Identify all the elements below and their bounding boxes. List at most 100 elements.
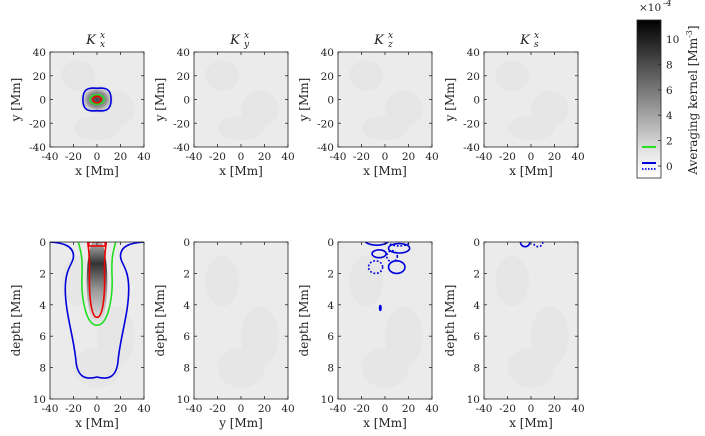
contour-4	[371, 249, 387, 259]
panel-2: -40 -20 0 20 40 -40 -20 0 20 40 x [Mm] y [Mm] K xy	[153, 31, 295, 178]
x-tick-label: 0	[382, 403, 389, 415]
x-tick-label: -20	[353, 151, 370, 163]
x-axis-label: x [Mm]	[509, 416, 553, 430]
y-tick-label: 8	[327, 363, 334, 375]
colorbar-frame	[636, 19, 662, 179]
y-axis-label: depth [Mm]	[443, 285, 457, 357]
colorbar-tick-label: 6	[666, 85, 673, 97]
x-tick-label: -20	[65, 151, 82, 163]
background-texture	[349, 60, 384, 91]
y-tick-label: 40	[33, 47, 46, 59]
y-tick-label: 6	[473, 331, 480, 343]
x-tick-label: 20	[548, 151, 561, 163]
background-texture	[205, 60, 240, 91]
background-texture	[61, 60, 96, 91]
x-axis-label: x [Mm]	[363, 416, 407, 430]
y-tick-label: 4	[473, 300, 480, 312]
title-superscript: x	[100, 31, 105, 41]
y-tick-label: 10	[33, 394, 46, 406]
colorbar-tick-label: 0	[666, 161, 673, 173]
contour-1	[364, 242, 389, 246]
y-tick-label: -40	[29, 142, 46, 154]
colorbar-label-text: Averaging kernel [Mm-3]	[685, 25, 700, 175]
x-tick-label: -40	[330, 151, 347, 163]
x-axis-label: x [Mm]	[509, 164, 553, 178]
y-tick-label: 20	[321, 71, 334, 83]
y-tick-label: 40	[467, 47, 480, 59]
colorbar-exponent: ×10 -4	[639, 0, 672, 14]
y-tick-label: 10	[321, 394, 334, 406]
background-texture	[507, 115, 555, 141]
background-texture	[205, 256, 240, 307]
x-tick-label: -40	[42, 151, 59, 163]
panel-5: -40 -20 0 20 40 0 2 4 6 8 10 x [Mm] depth [Mm]	[9, 237, 151, 430]
title-superscript: x	[534, 31, 539, 41]
y-tick-label: 40	[321, 47, 334, 59]
y-tick-label: 0	[39, 237, 46, 249]
x-tick-label: -40	[42, 403, 59, 415]
title-subscript: s	[534, 40, 539, 50]
y-axis-label: y [Mm]	[297, 78, 311, 123]
colorbar-label: Averaging kernel [Mm-3]	[685, 25, 700, 175]
x-axis-label: x [Mm]	[363, 164, 407, 178]
y-tick-label: 2	[473, 268, 480, 280]
y-tick-label: 0	[183, 95, 190, 107]
y-axis-label: y [Mm]	[443, 78, 457, 123]
y-tick-label: 40	[177, 47, 190, 59]
title-superscript: x	[244, 31, 249, 41]
y-tick-label: 2	[183, 268, 190, 280]
contour-2	[532, 242, 544, 248]
x-tick-label: 40	[571, 151, 584, 163]
x-axis-label: x [Mm]	[75, 416, 119, 430]
title-subscript: x	[100, 40, 105, 50]
background-texture	[217, 347, 265, 388]
y-tick-label: -40	[317, 142, 334, 154]
x-tick-label: -20	[499, 151, 516, 163]
y-tick-label: 2	[327, 268, 334, 280]
panel-7: -40 -20 0 20 40 0 2 4 6 8 10 x [Mm] depth [Mm]	[297, 237, 439, 430]
y-axis-label: y [Mm]	[9, 78, 23, 123]
y-tick-label: 2	[39, 268, 46, 280]
x-tick-label: 20	[114, 151, 127, 163]
y-tick-label: 4	[39, 300, 46, 312]
x-tick-label: -40	[186, 403, 203, 415]
y-axis-label: depth [Mm]	[9, 285, 23, 357]
title-symbol: K	[85, 33, 97, 48]
x-tick-label: -40	[476, 403, 493, 415]
contour-3	[86, 242, 108, 319]
colorbar-exponent-base: ×10	[639, 2, 661, 14]
x-tick-label: 40	[281, 151, 294, 163]
y-tick-label: 0	[327, 237, 334, 249]
colorbar-label-main: Averaging kernel [Mm	[686, 37, 700, 175]
x-tick-label: 40	[571, 403, 584, 415]
x-tick-label: -20	[353, 403, 370, 415]
y-tick-label: 20	[177, 71, 190, 83]
title-superscript: x	[388, 31, 393, 41]
colorbar-exponent-power: -4	[663, 0, 672, 9]
contour-1	[519, 242, 531, 248]
y-axis-label: depth [Mm]	[153, 285, 167, 357]
x-axis-label: x [Mm]	[75, 164, 119, 178]
background-texture	[349, 256, 384, 307]
y-tick-label: 8	[39, 363, 46, 375]
y-tick-label: -20	[29, 118, 46, 130]
contour-3	[92, 95, 102, 104]
contour-6	[367, 260, 384, 275]
y-axis-label: y [Mm]	[153, 78, 167, 123]
background-texture	[507, 347, 555, 388]
y-axis-label: depth [Mm]	[297, 285, 311, 357]
y-tick-label: 4	[327, 300, 334, 312]
background-texture	[495, 256, 530, 307]
x-tick-label: 0	[528, 403, 535, 415]
contour-7	[387, 260, 406, 275]
x-tick-label: -40	[476, 151, 493, 163]
title-subscript: y	[243, 40, 250, 50]
y-tick-label: 0	[183, 237, 190, 249]
contour-2	[77, 242, 117, 327]
contour-1	[82, 87, 112, 112]
x-axis-label: y [Mm]	[218, 416, 263, 430]
y-tick-label: -40	[173, 142, 190, 154]
